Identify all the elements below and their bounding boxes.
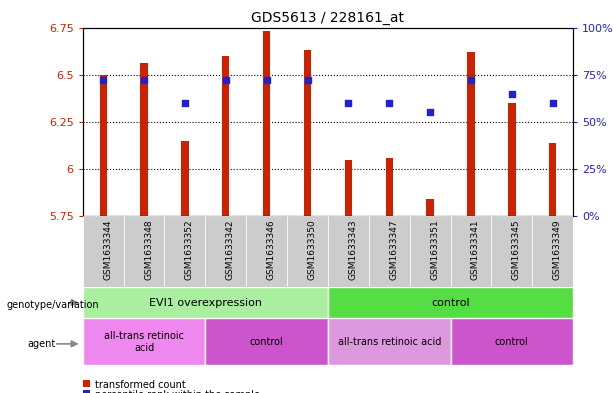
Bar: [263, 31, 270, 216]
Bar: [345, 160, 352, 216]
Bar: [369, 216, 409, 287]
Text: GSM1633345: GSM1633345: [512, 220, 521, 280]
Point: [180, 100, 190, 106]
Bar: [246, 216, 287, 287]
Point: [221, 77, 230, 83]
Bar: [532, 216, 573, 287]
Point: [425, 109, 435, 116]
Bar: [328, 287, 573, 318]
Text: control: control: [431, 298, 470, 308]
Point: [303, 77, 313, 83]
Bar: [222, 56, 229, 216]
Point: [98, 77, 108, 83]
Bar: [140, 63, 148, 216]
Point: [384, 100, 394, 106]
Text: agent: agent: [28, 339, 56, 349]
Text: GSM1633349: GSM1633349: [553, 220, 562, 280]
Bar: [99, 75, 107, 216]
Bar: [124, 216, 164, 287]
Bar: [328, 216, 369, 287]
Text: GSM1633341: GSM1633341: [471, 220, 480, 280]
Text: control: control: [249, 337, 284, 347]
Bar: [409, 216, 451, 287]
Bar: [549, 143, 557, 216]
Point: [507, 90, 517, 97]
Text: GSM1633351: GSM1633351: [430, 220, 439, 281]
Bar: [467, 52, 474, 216]
Title: GDS5613 / 228161_at: GDS5613 / 228161_at: [251, 11, 405, 25]
Bar: [83, 318, 205, 365]
Bar: [304, 50, 311, 216]
Point: [343, 100, 353, 106]
Text: GSM1633343: GSM1633343: [348, 220, 357, 280]
Text: all-trans retinoic acid: all-trans retinoic acid: [338, 337, 441, 347]
Bar: [386, 158, 393, 216]
Text: control: control: [495, 337, 529, 347]
Text: GSM1633346: GSM1633346: [267, 220, 276, 280]
Bar: [508, 103, 516, 216]
Text: all-trans retinoic
acid: all-trans retinoic acid: [104, 331, 184, 353]
Bar: [205, 318, 328, 365]
Text: GSM1633344: GSM1633344: [103, 220, 112, 280]
Bar: [181, 141, 189, 216]
Point: [466, 77, 476, 83]
Text: GSM1633347: GSM1633347: [389, 220, 398, 280]
Bar: [427, 199, 434, 216]
Text: EVI1 overexpression: EVI1 overexpression: [149, 298, 262, 308]
Bar: [83, 287, 328, 318]
Bar: [328, 318, 451, 365]
Bar: [83, 216, 124, 287]
Bar: [451, 216, 492, 287]
Text: GSM1633350: GSM1633350: [308, 220, 316, 281]
Bar: [205, 216, 246, 287]
Point: [262, 77, 272, 83]
Bar: [287, 216, 328, 287]
Text: GSM1633348: GSM1633348: [144, 220, 153, 280]
Bar: [451, 318, 573, 365]
Text: transformed count: transformed count: [95, 380, 186, 390]
Point: [139, 77, 149, 83]
Point: [548, 100, 558, 106]
Text: percentile rank within the sample: percentile rank within the sample: [95, 390, 260, 393]
Text: GSM1633352: GSM1633352: [185, 220, 194, 280]
Bar: [492, 216, 532, 287]
Text: GSM1633342: GSM1633342: [226, 220, 235, 280]
Bar: [164, 216, 205, 287]
Text: genotype/variation: genotype/variation: [6, 299, 99, 310]
